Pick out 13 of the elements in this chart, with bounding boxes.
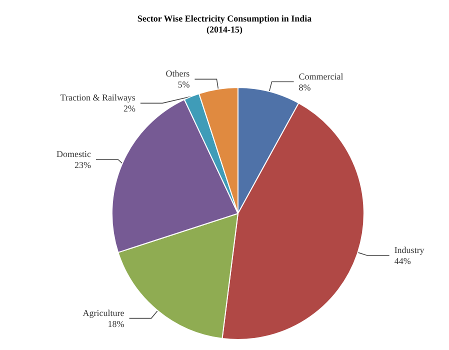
data-label: 44%	[394, 256, 412, 266]
slice-label: Traction & Railways	[60, 92, 136, 103]
data-label: 2%	[123, 104, 136, 114]
data-label: 18%	[108, 318, 125, 329]
slice-label: Agriculture	[82, 308, 124, 318]
data-label: 23%	[74, 160, 92, 170]
data-label: 8%	[298, 82, 312, 92]
slice-label: Domestic	[56, 148, 91, 159]
chart-title: Sector Wise Electricity Consumption in India (2014-15)	[137, 14, 312, 34]
data-label: 5%	[178, 80, 190, 90]
slice-label: Others	[166, 68, 190, 79]
slice-label: Industry	[394, 245, 425, 256]
slice-label: Commercial	[298, 71, 344, 82]
